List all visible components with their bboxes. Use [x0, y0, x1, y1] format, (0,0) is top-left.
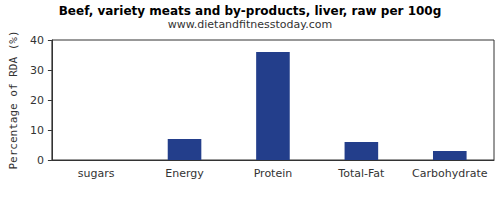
svg-text:Energy: Energy: [165, 167, 204, 180]
svg-text:Beef, variety meats and by-pro: Beef, variety meats and by-products, liv…: [59, 4, 442, 18]
svg-text:20: 20: [30, 94, 44, 107]
svg-text:Carbohydrate: Carbohydrate: [412, 167, 488, 180]
svg-text:Percentage of RDA (%): Percentage of RDA (%): [7, 30, 20, 169]
svg-text:Total-Fat: Total-Fat: [337, 167, 385, 180]
svg-text:40: 40: [30, 34, 44, 47]
svg-text:0: 0: [37, 154, 44, 167]
svg-text:www.dietandfitnesstoday.com: www.dietandfitnesstoday.com: [168, 18, 332, 31]
svg-text:30: 30: [30, 64, 44, 77]
svg-text:10: 10: [30, 124, 44, 137]
svg-text:sugars: sugars: [78, 167, 115, 180]
svg-text:Protein: Protein: [254, 167, 293, 180]
